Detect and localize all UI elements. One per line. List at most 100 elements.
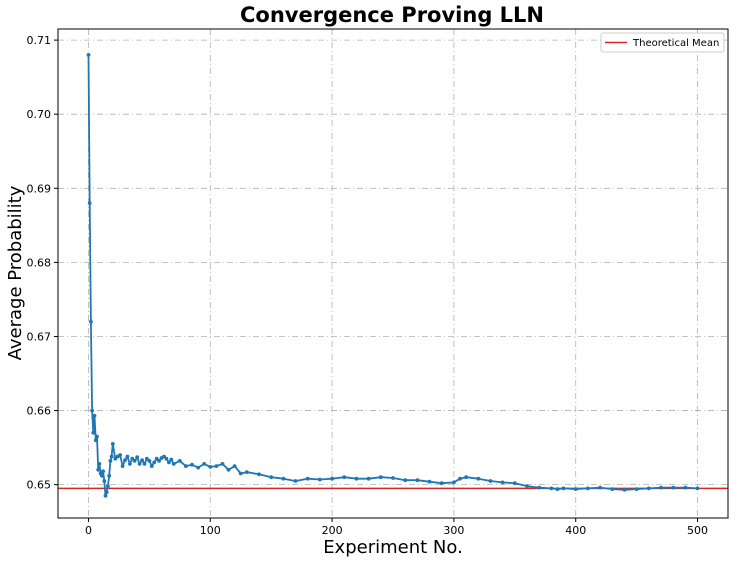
data-point: [107, 473, 112, 478]
data-point: [92, 413, 97, 418]
data-point: [171, 462, 176, 466]
x-axis-ticks: 0 100 200 300 400 500: [85, 518, 708, 537]
data-point: [452, 480, 456, 485]
data-point: [169, 457, 174, 462]
x-axis-label: Experiment No.: [323, 537, 463, 558]
series-layer: [86, 53, 700, 498]
data-point: [281, 476, 286, 481]
x-tick-label: 400: [565, 524, 586, 537]
data-point: [391, 476, 395, 480]
data-point: [488, 479, 493, 483]
data-point: [140, 458, 145, 463]
data-point: [427, 479, 432, 484]
data-point: [555, 487, 560, 491]
data-point: [190, 462, 194, 467]
data-point: [244, 470, 249, 474]
plot-area-frame: [57, 28, 729, 519]
data-point: [162, 454, 166, 459]
data-point: [464, 475, 468, 480]
data-point: [305, 476, 310, 481]
data-point: [214, 464, 219, 468]
legend-label-theoretical-mean: Theoretical Mean: [632, 38, 719, 49]
legend: Theoretical Mean: [600, 32, 725, 53]
data-point: [90, 408, 94, 413]
data-point: [91, 430, 96, 435]
data-point: [342, 475, 347, 480]
data-point: [366, 476, 371, 481]
data-point: [123, 458, 127, 463]
data-point: [586, 486, 590, 491]
y-tick-label: 0.67: [27, 330, 52, 343]
data-point: [149, 464, 154, 468]
data-point: [683, 485, 688, 490]
x-tick-label: 300: [443, 524, 464, 537]
data-point: [269, 475, 274, 480]
data-point: [120, 464, 125, 468]
data-point: [154, 456, 159, 461]
data-point: [101, 469, 105, 474]
data-point: [130, 456, 135, 461]
data-point: [127, 462, 132, 466]
chart-title: Convergence Proving LLN: [240, 3, 544, 27]
data-point: [125, 454, 130, 459]
data-point: [132, 459, 137, 463]
data-point: [87, 201, 92, 206]
data-point: [318, 477, 322, 482]
data-point: [525, 484, 529, 488]
data-point: [118, 453, 122, 457]
data-point: [671, 485, 676, 490]
y-tick-label: 0.70: [27, 108, 52, 121]
data-point: [108, 459, 113, 463]
data-point: [646, 486, 651, 491]
data-point: [537, 485, 542, 490]
data-point: [97, 462, 102, 466]
data-point: [167, 460, 171, 465]
data-point: [659, 485, 663, 490]
data-point: [257, 472, 261, 477]
data-point: [549, 486, 554, 491]
data-point: [476, 476, 481, 481]
data-point: [458, 476, 462, 481]
data-point: [102, 479, 107, 483]
data-point: [634, 487, 639, 491]
y-axis-label: Average Probability: [5, 185, 26, 360]
data-point: [137, 462, 142, 466]
y-tick-label: 0.66: [27, 405, 52, 418]
data-point: [610, 487, 615, 491]
data-point: [512, 481, 517, 486]
x-tick-label: 200: [322, 524, 343, 537]
y-axis-ticks: 0.65 0.66 0.67 0.68 0.69 0.70 0.71: [27, 34, 58, 492]
data-point: [695, 486, 700, 491]
data-point: [330, 476, 334, 481]
x-tick-label: 100: [200, 524, 221, 537]
data-point: [147, 459, 152, 463]
data-point: [109, 454, 114, 459]
data-point: [220, 462, 225, 466]
y-tick-label: 0.71: [27, 34, 52, 47]
data-point: [157, 459, 162, 463]
data-point: [145, 456, 149, 461]
data-point: [106, 484, 110, 488]
legend-box: [600, 32, 725, 53]
data-point: [196, 465, 201, 470]
data-point: [152, 460, 157, 465]
data-point: [208, 465, 213, 469]
data-point: [135, 455, 140, 460]
data-point: [598, 485, 602, 490]
data-point: [89, 319, 93, 324]
data-point: [184, 464, 188, 468]
data-point: [293, 479, 298, 483]
y-tick-label: 0.69: [27, 182, 52, 195]
data-point: [500, 480, 505, 485]
x-tick-label: 500: [687, 524, 708, 537]
data-point: [86, 53, 91, 57]
data-point: [164, 456, 169, 461]
data-point: [93, 438, 98, 443]
data-point: [100, 473, 104, 478]
data-point: [403, 478, 408, 483]
data-point: [110, 442, 115, 446]
data-point: [561, 486, 566, 491]
data-point: [573, 487, 578, 491]
